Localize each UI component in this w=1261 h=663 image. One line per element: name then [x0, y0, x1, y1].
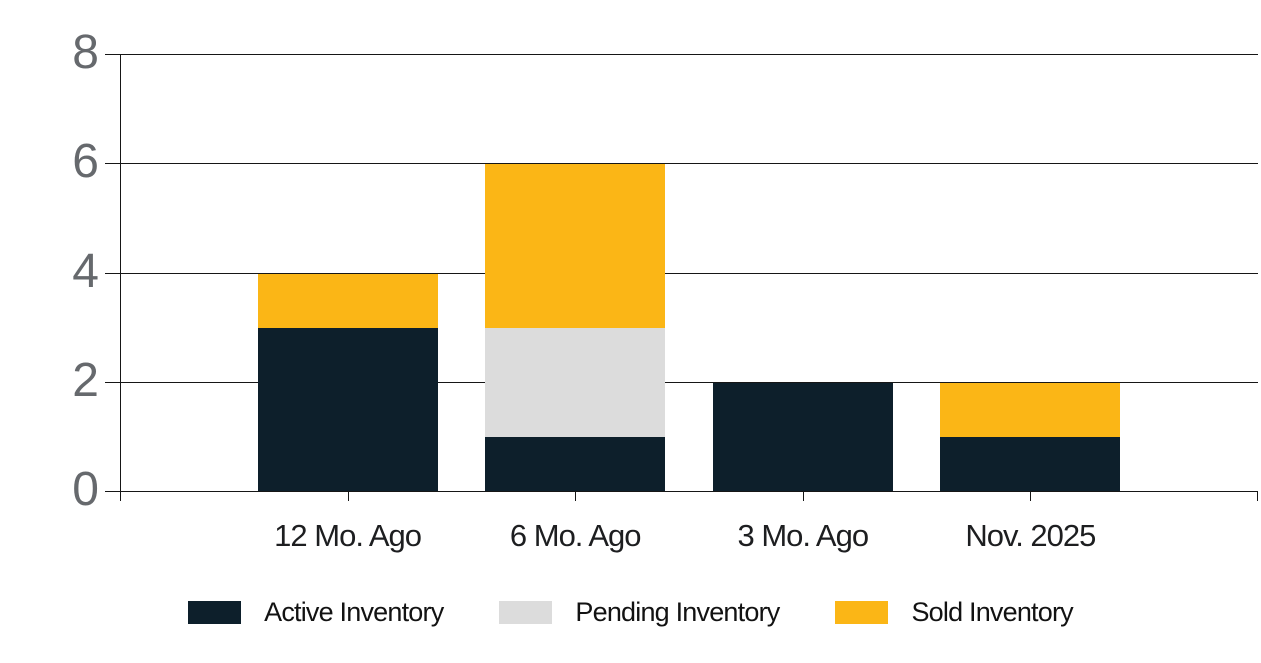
bar-segment-pending-inventory	[485, 328, 666, 438]
chart-legend: Active Inventory Pending Inventory Sold In…	[0, 597, 1261, 628]
bar-segment-sold-inventory	[257, 273, 438, 329]
x-axis-tick	[1030, 492, 1032, 501]
gridline	[105, 163, 1258, 165]
bar-segment-active-inventory	[940, 437, 1121, 492]
bar-1	[257, 273, 438, 492]
legend-swatch	[499, 601, 553, 624]
x-axis-category-label: 3 Mo. Ago	[737, 518, 870, 553]
bar-segment-active-inventory	[485, 437, 666, 492]
y-axis-tick-label: 2	[72, 353, 99, 407]
bar-2	[485, 164, 666, 492]
y-axis-tick-label: 4	[72, 244, 99, 298]
x-axis-category-label: 6 Mo. Ago	[509, 518, 642, 553]
bar-3	[712, 382, 893, 492]
gridline	[105, 272, 1258, 274]
bar-4	[940, 382, 1121, 492]
y-axis-tick-label: 0	[72, 463, 99, 516]
legend-item-sold-inventory: Sold Inventory	[835, 597, 1074, 628]
legend-label: Sold Inventory	[911, 597, 1073, 627]
y-axis-tick-label: 6	[72, 135, 99, 189]
x-axis-tick	[347, 492, 349, 501]
legend-label: Pending Inventory	[575, 597, 780, 627]
bar-segment-active-inventory	[257, 328, 438, 492]
gridline	[105, 381, 1258, 383]
x-axis-tick	[802, 492, 804, 501]
bar-segment-sold-inventory	[485, 164, 666, 329]
x-axis-category-label: Nov. 2025	[965, 518, 1096, 553]
x-axis-end-tick	[1257, 492, 1258, 501]
legend-swatch	[835, 601, 889, 624]
gridline	[105, 54, 1258, 55]
x-axis-category-label: 12 Mo. Ago	[274, 518, 422, 553]
legend-item-active-inventory: Active Inventory	[188, 597, 444, 628]
y-axis-tick-label: 8	[72, 26, 99, 79]
legend-label: Active Inventory	[264, 597, 444, 627]
gridline	[105, 491, 1258, 492]
y-axis-line	[120, 55, 121, 501]
bar-segment-sold-inventory	[940, 382, 1121, 438]
x-axis-tick	[575, 492, 577, 501]
legend-swatch	[188, 601, 242, 624]
bar-segment-active-inventory	[712, 382, 893, 492]
legend-item-pending-inventory: Pending Inventory	[499, 597, 780, 628]
